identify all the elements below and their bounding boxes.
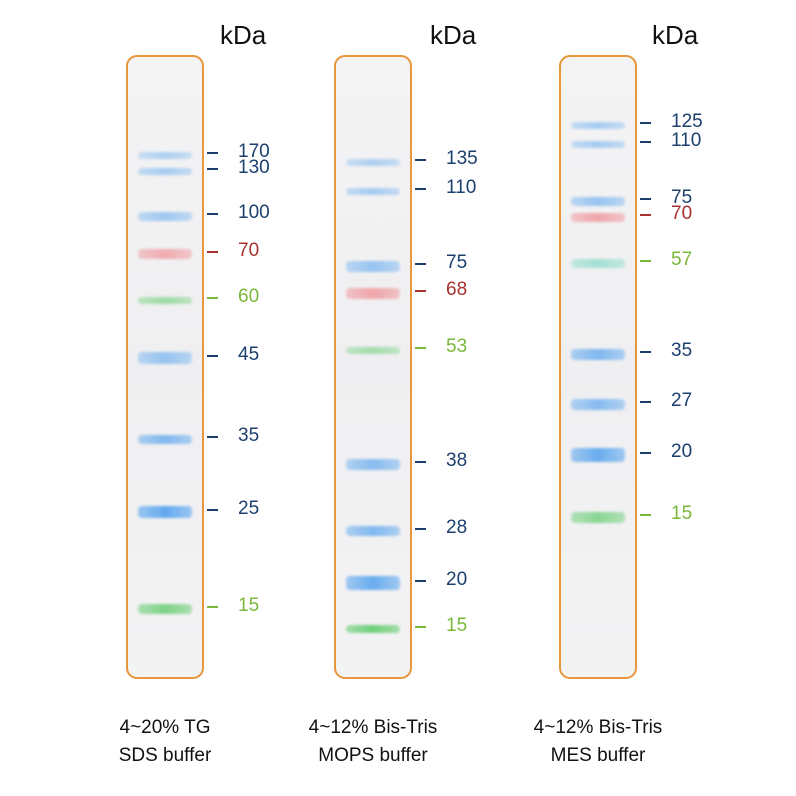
- marker-label: 68: [446, 279, 468, 300]
- gel-band-45kda: [138, 352, 192, 364]
- marker-label: 35: [671, 340, 693, 361]
- gel-band-110kda: [346, 187, 400, 195]
- marker-tick: [640, 351, 651, 353]
- gel-band-28kda: [346, 526, 400, 536]
- marker-label: 125: [671, 111, 703, 132]
- marker-tick: [207, 606, 218, 608]
- gel-band-75kda: [346, 260, 400, 272]
- marker-tick: [640, 122, 651, 124]
- gel-band-35kda: [138, 434, 192, 444]
- gel-caption-line: 4~12% Bis-Tris: [533, 717, 663, 738]
- marker-label: 45: [238, 344, 260, 365]
- marker-label: 25: [238, 498, 260, 519]
- marker-tick: [207, 168, 218, 170]
- marker-tick: [415, 290, 426, 292]
- gel-band-15kda: [571, 511, 625, 523]
- marker-label: 15: [671, 503, 693, 524]
- marker-label: 100: [238, 202, 270, 223]
- marker-tick: [415, 159, 426, 161]
- marker-label: 130: [238, 157, 270, 178]
- marker-label: 57: [671, 249, 693, 270]
- gel-caption: 4~12% Bis-Tris MOPS buffer: [263, 714, 483, 770]
- marker-tick: [640, 198, 651, 200]
- marker-tick: [640, 260, 651, 262]
- marker-tick: [207, 436, 218, 438]
- marker-tick: [640, 514, 651, 516]
- marker-tick: [207, 213, 218, 215]
- marker-tick: [415, 580, 426, 582]
- marker-label: 70: [671, 203, 693, 224]
- marker-label: 110: [446, 177, 477, 198]
- marker-tick: [415, 528, 426, 530]
- marker-label: 15: [446, 615, 468, 636]
- unit-label-kda: kDa: [220, 20, 267, 50]
- gel-band-130kda: [138, 167, 192, 175]
- marker-label: 28: [446, 517, 468, 538]
- marker-tick: [207, 509, 218, 511]
- marker-label: 170: [238, 141, 270, 162]
- unit-label-kda: kDa: [652, 20, 699, 50]
- gel-band-53kda: [346, 346, 400, 354]
- marker-label: 15: [238, 595, 260, 616]
- marker-tick: [207, 152, 218, 154]
- gel-lane: [126, 55, 204, 679]
- marker-tick: [207, 297, 218, 299]
- marker-label: 75: [671, 187, 693, 208]
- gel-band-135kda: [346, 158, 400, 166]
- marker-tick: [415, 626, 426, 628]
- gel-caption-line: 4~12% Bis-Tris: [308, 717, 438, 738]
- gel-band-75kda: [571, 196, 625, 206]
- gel-band-100kda: [138, 211, 192, 221]
- gel-band-110kda: [571, 140, 625, 148]
- marker-label: 110: [671, 130, 702, 151]
- marker-label: 27: [671, 390, 693, 411]
- gel-band-15kda: [138, 604, 192, 614]
- gel-lane: [334, 55, 412, 679]
- marker-label: 20: [671, 441, 693, 462]
- gel-band-170kda: [138, 151, 192, 159]
- marker-tick: [415, 347, 426, 349]
- marker-tick: [207, 355, 218, 357]
- marker-tick: [415, 188, 426, 190]
- gel-caption-line: MES buffer: [550, 745, 646, 766]
- marker-label: 35: [238, 425, 260, 446]
- gel-lane: [559, 55, 637, 679]
- marker-label: 135: [446, 148, 478, 169]
- marker-tick: [640, 141, 651, 143]
- unit-label-kda: kDa: [430, 20, 477, 50]
- marker-label: 75: [446, 252, 468, 273]
- gel-caption: 4~12% Bis-Tris MES buffer: [488, 714, 708, 770]
- gel-band-15kda: [346, 625, 400, 633]
- marker-label: 60: [238, 286, 260, 307]
- marker-tick: [640, 401, 651, 403]
- gel-band-70kda: [138, 249, 192, 259]
- gel-caption-line: 4~20% TG: [119, 717, 211, 738]
- gel-band-68kda: [346, 287, 400, 299]
- gel-band-60kda: [138, 296, 192, 304]
- gel-band-125kda: [571, 121, 625, 129]
- gel-caption-line: MOPS buffer: [318, 745, 428, 766]
- marker-label: 53: [446, 336, 468, 357]
- marker-tick: [640, 452, 651, 454]
- marker-label: 70: [238, 240, 260, 261]
- gel-band-38kda: [346, 458, 400, 470]
- marker-tick: [640, 214, 651, 216]
- gel-band-25kda: [138, 506, 192, 518]
- marker-label: 20: [446, 569, 468, 590]
- gel-band-57kda: [571, 258, 625, 268]
- marker-tick: [415, 263, 426, 265]
- gel-band-20kda: [346, 576, 400, 590]
- gel-band-27kda: [571, 398, 625, 410]
- gel-band-70kda: [571, 212, 625, 222]
- marker-tick: [415, 461, 426, 463]
- gel-band-20kda: [571, 448, 625, 462]
- gel-caption-line: SDS buffer: [118, 745, 212, 766]
- gel-band-35kda: [571, 348, 625, 360]
- marker-label: 38: [446, 450, 468, 471]
- gel-caption: 4~20% TG SDS buffer: [55, 714, 275, 770]
- marker-tick: [207, 251, 218, 253]
